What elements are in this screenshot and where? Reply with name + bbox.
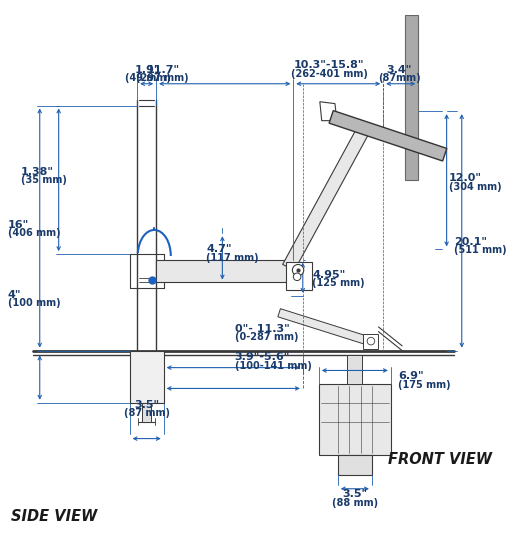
Text: 20.1": 20.1": [454, 237, 487, 247]
Polygon shape: [320, 102, 337, 121]
Text: 3.5": 3.5": [342, 489, 367, 500]
Bar: [286, 262, 312, 290]
Text: SIDE VIEW: SIDE VIEW: [11, 509, 98, 524]
Text: (297 mm): (297 mm): [136, 73, 189, 83]
Text: (100 mm): (100 mm): [8, 298, 60, 308]
Text: (35 mm): (35 mm): [21, 175, 67, 185]
Text: 1.9": 1.9": [135, 64, 160, 75]
Bar: [142, 402, 151, 422]
Bar: [347, 355, 362, 384]
Text: (100-141 mm): (100-141 mm): [235, 361, 312, 371]
Polygon shape: [329, 111, 447, 161]
Text: (262-401 mm): (262-401 mm): [291, 69, 368, 79]
Text: 6.9": 6.9": [399, 371, 424, 381]
Bar: [130, 351, 164, 402]
Text: 12.0": 12.0": [449, 174, 481, 183]
Bar: [319, 384, 391, 455]
Text: (175 mm): (175 mm): [399, 379, 451, 390]
Text: (87 mm): (87 mm): [124, 408, 170, 418]
Text: 4.95": 4.95": [312, 270, 345, 280]
Circle shape: [292, 264, 304, 276]
Polygon shape: [283, 126, 370, 270]
Text: (406 mm): (406 mm): [8, 228, 60, 238]
Polygon shape: [278, 308, 370, 345]
Bar: [405, 15, 418, 180]
Text: 10.3"-15.8": 10.3"-15.8": [294, 60, 364, 70]
Text: (125 mm): (125 mm): [312, 278, 365, 288]
Text: (0-287 mm): (0-287 mm): [235, 333, 298, 342]
Circle shape: [293, 273, 301, 281]
Text: (117 mm): (117 mm): [206, 253, 259, 263]
Text: 3.5": 3.5": [134, 400, 159, 410]
Text: 4": 4": [8, 290, 21, 300]
Text: (511 mm): (511 mm): [454, 245, 507, 256]
Text: (88 mm): (88 mm): [332, 498, 378, 508]
Polygon shape: [156, 260, 308, 282]
Text: 16": 16": [8, 219, 29, 230]
Bar: [363, 334, 379, 349]
Text: 3.4": 3.4": [387, 64, 412, 75]
Text: 3.9"-5.6": 3.9"-5.6": [235, 352, 290, 362]
Text: FRONT VIEW: FRONT VIEW: [388, 452, 492, 467]
Text: (304 mm): (304 mm): [449, 182, 501, 192]
Text: 11.7": 11.7": [146, 64, 179, 75]
Text: (49 mm): (49 mm): [125, 73, 171, 83]
Text: (87mm): (87mm): [378, 73, 421, 83]
Bar: [338, 455, 372, 476]
Circle shape: [367, 337, 375, 345]
Text: 1.38": 1.38": [21, 167, 54, 177]
Text: 4.7": 4.7": [206, 245, 232, 254]
Text: 0"- 11.3": 0"- 11.3": [235, 324, 289, 334]
